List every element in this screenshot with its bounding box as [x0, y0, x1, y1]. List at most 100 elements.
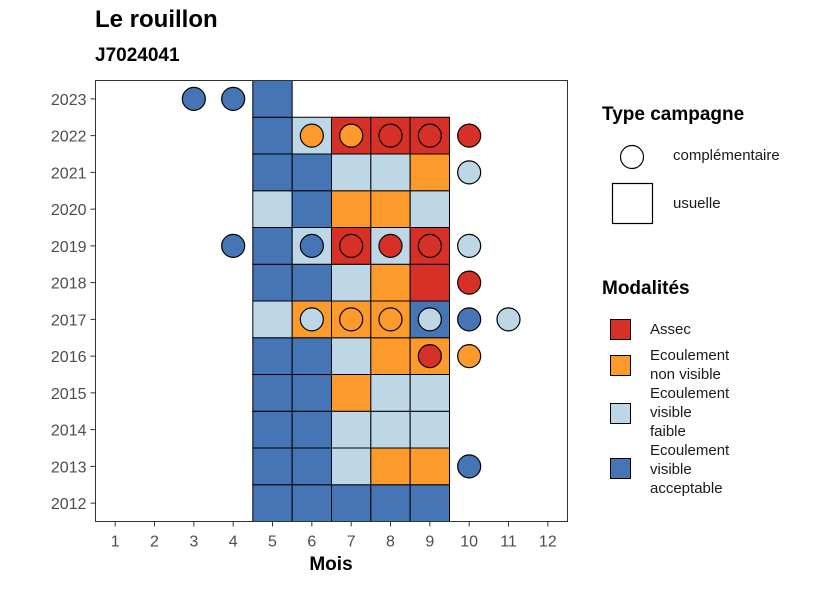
- cell-2015-5: [252, 374, 293, 412]
- cell-2015-8: [370, 374, 411, 412]
- legend-label-line: Ecoulement: [650, 385, 730, 402]
- cell-2018-5: [252, 263, 293, 302]
- x-tick-label: 8: [386, 534, 395, 551]
- cell-2022-5: [252, 116, 293, 155]
- x-axis-label: Mois: [309, 554, 353, 575]
- x-tick-label: 9: [425, 534, 434, 551]
- cell-2021-8: [370, 153, 411, 192]
- cell-2016-8: [370, 337, 411, 375]
- cell-2016-5: [252, 337, 293, 375]
- x-tick-label: 10: [460, 534, 478, 551]
- x-tick-label: 6: [307, 534, 316, 551]
- y-tick-label: 2017: [51, 312, 87, 329]
- usuelle-cells: [252, 80, 450, 522]
- point-2013-10: [457, 454, 482, 479]
- legend-key-assec: [610, 319, 631, 340]
- cell-2015-9: [409, 374, 450, 412]
- point-2019-8: [378, 233, 403, 258]
- cell-2013-5: [252, 447, 293, 486]
- cell-2016-9: [409, 337, 450, 375]
- chart-title: Le rouillon: [95, 6, 218, 33]
- cell-2018-9: [409, 263, 450, 302]
- cell-2018-8: [370, 263, 411, 302]
- legend-type-complementaire: complémentaire: [673, 147, 780, 164]
- y-tick-label: 2020: [51, 202, 87, 219]
- y-tick-label: 2021: [51, 165, 87, 182]
- legend-label-line: visible: [650, 404, 692, 421]
- legend-label-line: faible: [650, 423, 686, 440]
- point-2016-9: [417, 344, 442, 369]
- x-axis: 1 2 3 4 5 6 7 8 9 10 11 12: [111, 521, 557, 551]
- cell-2012-7: [331, 484, 372, 522]
- point-2022-9: [417, 123, 442, 148]
- point-2019-6: [299, 233, 324, 258]
- cell-2014-5: [252, 410, 293, 449]
- legend-label-line: Assec: [650, 321, 691, 338]
- x-tick-label: 3: [189, 534, 198, 551]
- cell-2012-9: [409, 484, 450, 522]
- y-tick-label: 2015: [51, 386, 87, 403]
- x-tick-label: 5: [268, 534, 277, 551]
- legend-label-line: Ecoulement: [650, 347, 730, 364]
- legend-title-type: Type campagne: [602, 104, 745, 125]
- point-2023-4: [221, 86, 246, 111]
- point-2017-6: [299, 307, 324, 332]
- cell-2016-6: [291, 337, 332, 375]
- point-2022-6: [299, 123, 324, 148]
- point-2022-8: [378, 123, 403, 148]
- point-2021-10: [457, 160, 482, 185]
- cell-2021-9: [409, 153, 450, 192]
- point-2019-4: [221, 233, 246, 258]
- x-tick-label: 4: [229, 534, 238, 551]
- legend-label-line: non visible: [650, 366, 721, 383]
- x-tick-label: 7: [347, 534, 356, 551]
- cell-2019-5: [252, 227, 293, 265]
- x-tick-label: 11: [500, 534, 517, 551]
- point-2019-7: [339, 233, 364, 258]
- legend-title-modalites: Modalités: [602, 278, 690, 299]
- cell-2014-9: [409, 410, 450, 449]
- legend-keys: [610, 144, 654, 479]
- cell-2012-8: [370, 484, 411, 522]
- cell-2020-5: [252, 190, 293, 228]
- cell-2014-7: [331, 410, 372, 449]
- legend-label-line: Ecoulement: [650, 442, 730, 459]
- cell-2013-9: [409, 447, 450, 486]
- cell-2020-6: [291, 190, 332, 228]
- cell-2020-7: [331, 190, 372, 228]
- point-2019-10: [457, 233, 482, 258]
- point-2017-8: [378, 307, 403, 332]
- point-2018-10: [457, 270, 482, 295]
- point-2022-7: [339, 123, 364, 148]
- cell-2017-5: [252, 300, 293, 339]
- plot-panel-border: [95, 80, 568, 522]
- point-2017-9: [417, 307, 442, 332]
- legend-key-ecoulement_visible_faible: [610, 403, 631, 424]
- cell-2015-6: [291, 374, 332, 412]
- legend-type-usuelle: usuelle: [673, 195, 721, 212]
- y-tick-label: 2012: [51, 496, 87, 513]
- legend-label-ecoulement_visible_acceptable: Ecoulement visible acceptable: [650, 441, 810, 498]
- cell-2012-6: [291, 484, 332, 522]
- cell-2013-6: [291, 447, 332, 486]
- cell-2023-5: [252, 80, 293, 118]
- y-tick-label: 2013: [51, 459, 87, 476]
- y-tick-label: 2019: [51, 239, 87, 256]
- x-tick-label: 12: [539, 534, 557, 551]
- cell-2018-6: [291, 263, 332, 302]
- cell-2020-9: [409, 190, 450, 228]
- cell-2016-7: [331, 337, 372, 375]
- legend-key-usuelle: [611, 182, 654, 225]
- y-tick-label: 2016: [51, 349, 87, 366]
- cell-2021-5: [252, 153, 293, 192]
- legend-label-assec: Assec: [650, 320, 810, 339]
- legend-key-complementaire: [619, 144, 645, 170]
- legend-label-line: acceptable: [650, 480, 723, 497]
- y-tick-label: 2018: [51, 276, 87, 293]
- complementaire-points: [181, 86, 521, 479]
- cell-2014-8: [370, 410, 411, 449]
- x-tick-label: 2: [150, 534, 159, 551]
- point-2019-9: [417, 233, 442, 258]
- chart-subtitle: J7024041: [95, 45, 180, 66]
